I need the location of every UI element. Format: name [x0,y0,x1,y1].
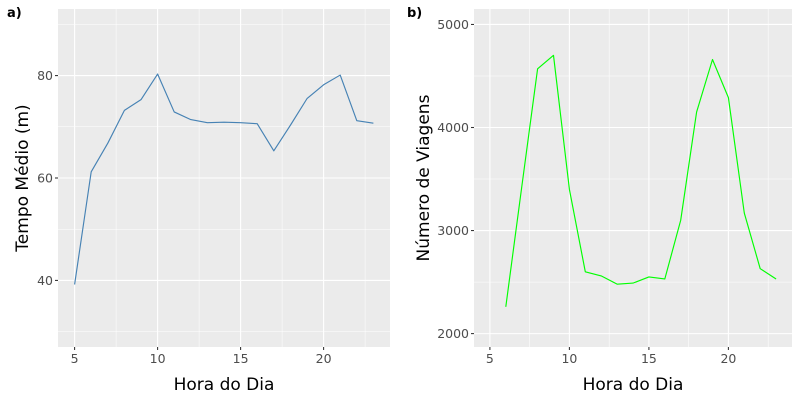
y-tick-label: 80 [37,68,53,83]
x-tick-label: 15 [233,351,249,366]
x-axis-title: Hora do Dia [583,375,684,395]
x-tick-label: 15 [641,351,657,366]
y-tick-label: 3000 [437,223,469,238]
y-axis-title: Tempo Médio (m) [13,104,33,252]
y-tick-label: 5000 [437,17,469,32]
x-tick-label: 5 [71,351,79,366]
y-tick-label: 4000 [437,120,469,135]
panel-tag: b) [407,6,422,21]
series-line [74,73,374,285]
x-tick-label: 10 [561,351,577,366]
y-tick-label: 2000 [437,326,469,341]
y-tick-label: 60 [37,171,53,186]
series-line [505,54,777,307]
panel-tag: a) [7,6,22,21]
plot-background [474,9,792,347]
x-tick-label: 20 [720,351,736,366]
x-axis-title: Hora do Dia [174,375,275,395]
panel-a: 40 60 80 5 10 15 20 Hora do Dia Tempo Médio (m) a… [7,6,390,395]
panel-b: 2000 3000 4000 5000 5 10 15 20 Hora do Dia Número… [407,6,792,395]
x-tick-label: 10 [150,351,166,366]
y-axis-title: Número de Viagens [414,94,434,261]
y-tick-label: 40 [37,273,53,288]
x-tick-label: 20 [316,351,332,366]
x-tick-label: 5 [486,351,494,366]
